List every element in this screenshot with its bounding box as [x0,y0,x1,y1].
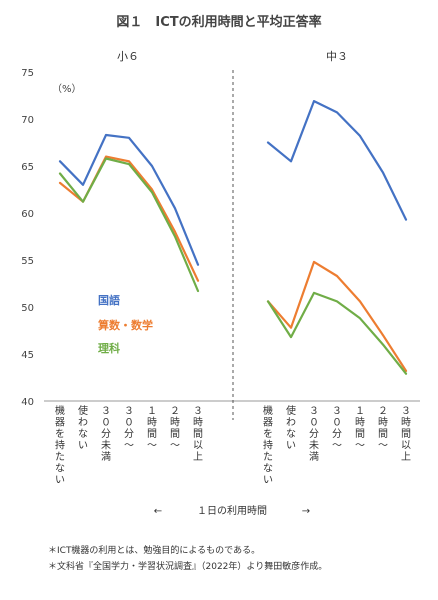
data-point [59,172,61,175]
data-point [382,334,384,337]
series-line-junior-2 [266,291,408,375]
data-point [174,235,176,238]
data-point [359,300,361,303]
legend-item: 算数・数学 [97,318,153,332]
category-labels: 機器を持たない 使わない ３０分未満 ３０分～ １時間～ ２時間～ ３時間以上 機器を持たない… [55,404,411,486]
y-tick-label: 50 [21,303,34,314]
data-point [174,207,176,210]
y-tick-label: 55 [21,256,34,267]
category-label: 機器を持たない [55,404,65,486]
y-tick-label: 60 [21,209,34,220]
data-point [290,160,292,163]
category-label: ３０分～ [124,406,134,452]
data-point [128,137,130,139]
series-line-junior-0 [266,99,408,221]
series-line-elementary-1 [58,155,200,282]
y-tick-label: 75 [21,68,34,79]
y-axis: 40 45 50 55 60 65 70 75 [21,68,34,408]
legend-item: 国語 [98,293,120,307]
data-point [336,300,338,303]
category-label: 使わない [286,404,296,452]
data-point [128,160,130,163]
series-line-elementary-2 [58,157,200,293]
data-point [82,184,84,186]
y-unit-label: （%） [52,83,82,95]
data-point [405,370,407,372]
data-point [151,191,153,194]
y-tick-label: 40 [21,397,34,408]
data-point [174,231,176,233]
category-label: ３時間以上 [401,406,411,463]
panel-title: 中３ [326,50,348,63]
category-label: ２時間～ [170,406,180,452]
category-label: １時間～ [355,406,365,452]
data-point [59,160,61,163]
chart-title: 図１ ICTの利用時間と平均正答率 [116,14,321,30]
category-label: ３時間以上 [193,406,203,463]
data-point [105,134,107,136]
data-point [382,171,384,174]
data-point [336,275,338,277]
category-label: ２時間～ [378,406,388,452]
y-tick-label: 70 [21,115,34,126]
data-point [313,261,315,263]
data-point [405,218,407,221]
data-point [290,326,292,329]
data-point [59,182,61,184]
data-point [197,290,199,292]
data-point [151,188,153,191]
y-tick-label: 45 [21,350,34,361]
panel-title: 小６ [117,50,139,63]
category-label: 機器を持たない [263,404,273,486]
x-axis-label: １日の利用時間 [197,505,267,517]
y-tick-label: 65 [21,162,34,173]
series-line-junior-1 [266,260,408,372]
data-point [197,263,199,266]
x-axis-right-arrow: → [302,506,310,517]
data-point [313,292,315,294]
series-layer [58,99,408,375]
data-point [359,317,361,320]
x-axis-left-arrow: ← [154,506,162,517]
data-point [290,336,292,338]
x-axis-title: ← １日の利用時間 → [154,505,310,517]
category-label: 使わない [78,404,88,452]
data-point [105,155,107,158]
category-label: ３０分未満 [101,406,111,463]
note-1: ＊ICT機器の利用とは、勉強目的によるものである。 [48,546,261,556]
data-point [313,100,315,102]
data-point [405,372,407,375]
data-point [336,111,338,114]
data-point [267,300,269,303]
category-label: １時間～ [147,406,157,452]
data-point [197,279,199,282]
data-point [105,157,107,160]
category-label: ３０分未満 [309,406,319,463]
data-point [359,135,361,137]
data-point [382,343,384,346]
category-label: ３０分～ [332,406,342,452]
data-point [151,165,153,167]
note-2: ＊文科省『全国学力・学習状況調査』（2022年）より舞田敏彦作成。 [48,562,328,572]
data-point [267,141,269,144]
data-point [82,200,84,203]
data-point [128,163,130,165]
panel-titles: 小６ 中３ [117,50,348,63]
legend-item: 理科 [98,341,120,355]
